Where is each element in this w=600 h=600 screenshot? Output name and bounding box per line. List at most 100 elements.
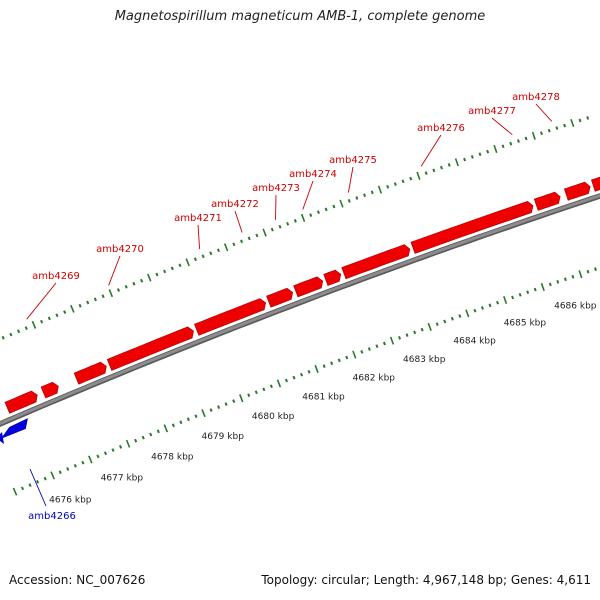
inner-tick-mark [111, 448, 115, 452]
outer-tick-mark [55, 313, 59, 318]
outer-tick-mark [255, 233, 259, 238]
outer-tick-mark [93, 297, 97, 302]
inner-tick-mark [66, 467, 70, 471]
outer-tick-mark [1, 335, 5, 340]
forward-gene-arrow [323, 269, 342, 286]
outer-tick-mark [563, 123, 567, 128]
outer-tick-mark [493, 144, 498, 153]
outer-tick-mark [63, 310, 67, 314]
gene-label: amb4273 [252, 183, 300, 194]
leader-layer [26, 103, 553, 507]
inner-tick-mark [450, 316, 454, 321]
inner-tick-mark [533, 287, 537, 292]
inner-tick-mark [125, 439, 131, 448]
inner-tick-mark [28, 483, 32, 487]
inner-tick-mark [427, 322, 432, 331]
inner-tick-mark [156, 429, 160, 434]
forward-gene-arrow [341, 244, 411, 280]
inner-tick-mark [73, 464, 77, 468]
backbone-layer [0, 193, 600, 428]
inner-tick-mark [224, 402, 228, 406]
gene-label: amb4266 [28, 511, 76, 522]
outer-tick-mark [216, 248, 220, 253]
scale-label: 4686 kbp [554, 301, 597, 311]
inner-tick-mark [511, 295, 515, 300]
inner-tick-mark [171, 423, 175, 428]
inner-tick-mark [503, 296, 508, 305]
outer-tick-mark [70, 304, 75, 313]
genome-summary-text: Topology: circular; Length: 4,967,148 bp… [261, 573, 591, 587]
scale-label: 4676 kbp [49, 495, 92, 505]
inner-tick-mark [578, 270, 583, 279]
inner-tick-mark [556, 279, 560, 284]
inner-tick-mark [413, 330, 417, 335]
gene-label: amb4272 [211, 199, 259, 210]
outer-tick-mark [501, 144, 505, 149]
outer-tick-mark [363, 193, 367, 198]
outer-tick-mark [147, 273, 152, 282]
outer-tick-mark [24, 326, 28, 330]
inner-tick-mark [179, 420, 183, 425]
inner-tick-mark [398, 336, 402, 340]
inner-tick-mark [322, 364, 326, 368]
outer-tick-mark [324, 207, 328, 212]
outer-tick-mark [47, 316, 51, 321]
gene-label-leader [275, 194, 277, 220]
outer-tick-mark [293, 219, 297, 223]
outer-tick-mark [116, 288, 121, 292]
outer-tick-mark [262, 228, 267, 237]
inner-tick-mark [540, 282, 545, 292]
inner-tick-mark [518, 292, 522, 297]
outer-tick-mark [470, 155, 474, 159]
inner-tick-mark [247, 393, 251, 398]
outer-tick-mark [9, 332, 13, 337]
outer-tick-mark [155, 272, 159, 277]
inner-tick-mark [43, 476, 47, 481]
inner-tick-mark [420, 327, 424, 332]
inner-tick-mark [382, 341, 386, 346]
inner-tick-mark [284, 378, 288, 383]
inner-tick-mark [12, 487, 18, 496]
inner-tick-mark [269, 384, 273, 389]
forward-gene-arrow [266, 287, 294, 308]
inner-tick-mark [586, 269, 590, 274]
inner-tick-mark [563, 277, 567, 282]
outer-tick-mark [586, 116, 590, 120]
inner-tick-mark [141, 435, 145, 440]
inner-tick-mark [330, 361, 334, 366]
outer-tick-mark [170, 266, 174, 271]
inner-tick-mark [209, 408, 213, 412]
outer-tick-mark [232, 242, 236, 247]
inner-tick-mark [548, 282, 552, 287]
map-title: Magnetospirillum magneticum AMB-1, compl… [114, 9, 486, 24]
outer-tick-mark [124, 285, 128, 289]
outer-tick-mark [409, 176, 413, 181]
inner-tick-mark [314, 364, 319, 373]
forward-gene-arrow [194, 298, 267, 336]
backbone-outline [0, 193, 600, 428]
scale-label: 4680 kbp [252, 412, 295, 422]
forward-gene-arrow [410, 200, 534, 254]
inner-tick-mark [254, 390, 258, 395]
inner-tick-mark [262, 387, 266, 392]
outer-tick-mark [193, 257, 197, 262]
inner-tick-mark [194, 414, 198, 418]
outer-tick-mark [578, 118, 582, 123]
outer-tick-mark [185, 258, 190, 267]
outer-tick-mark [309, 213, 313, 217]
outer-tick-mark [223, 243, 229, 252]
gene-layer [0, 176, 600, 444]
outer-tick-mark [209, 251, 213, 256]
outer-tick-mark [393, 182, 397, 186]
outer-tick-mark [278, 224, 282, 229]
outer-tick-mark [286, 221, 290, 226]
outer-tick-mark [40, 319, 44, 324]
gene-label: amb4270 [96, 244, 144, 255]
outer-tick-mark [31, 320, 37, 329]
outer-tick-mark [300, 213, 306, 222]
gene-label-leader [197, 224, 201, 250]
forward-gene-arrow [293, 276, 324, 298]
inner-tick-mark [375, 344, 379, 349]
